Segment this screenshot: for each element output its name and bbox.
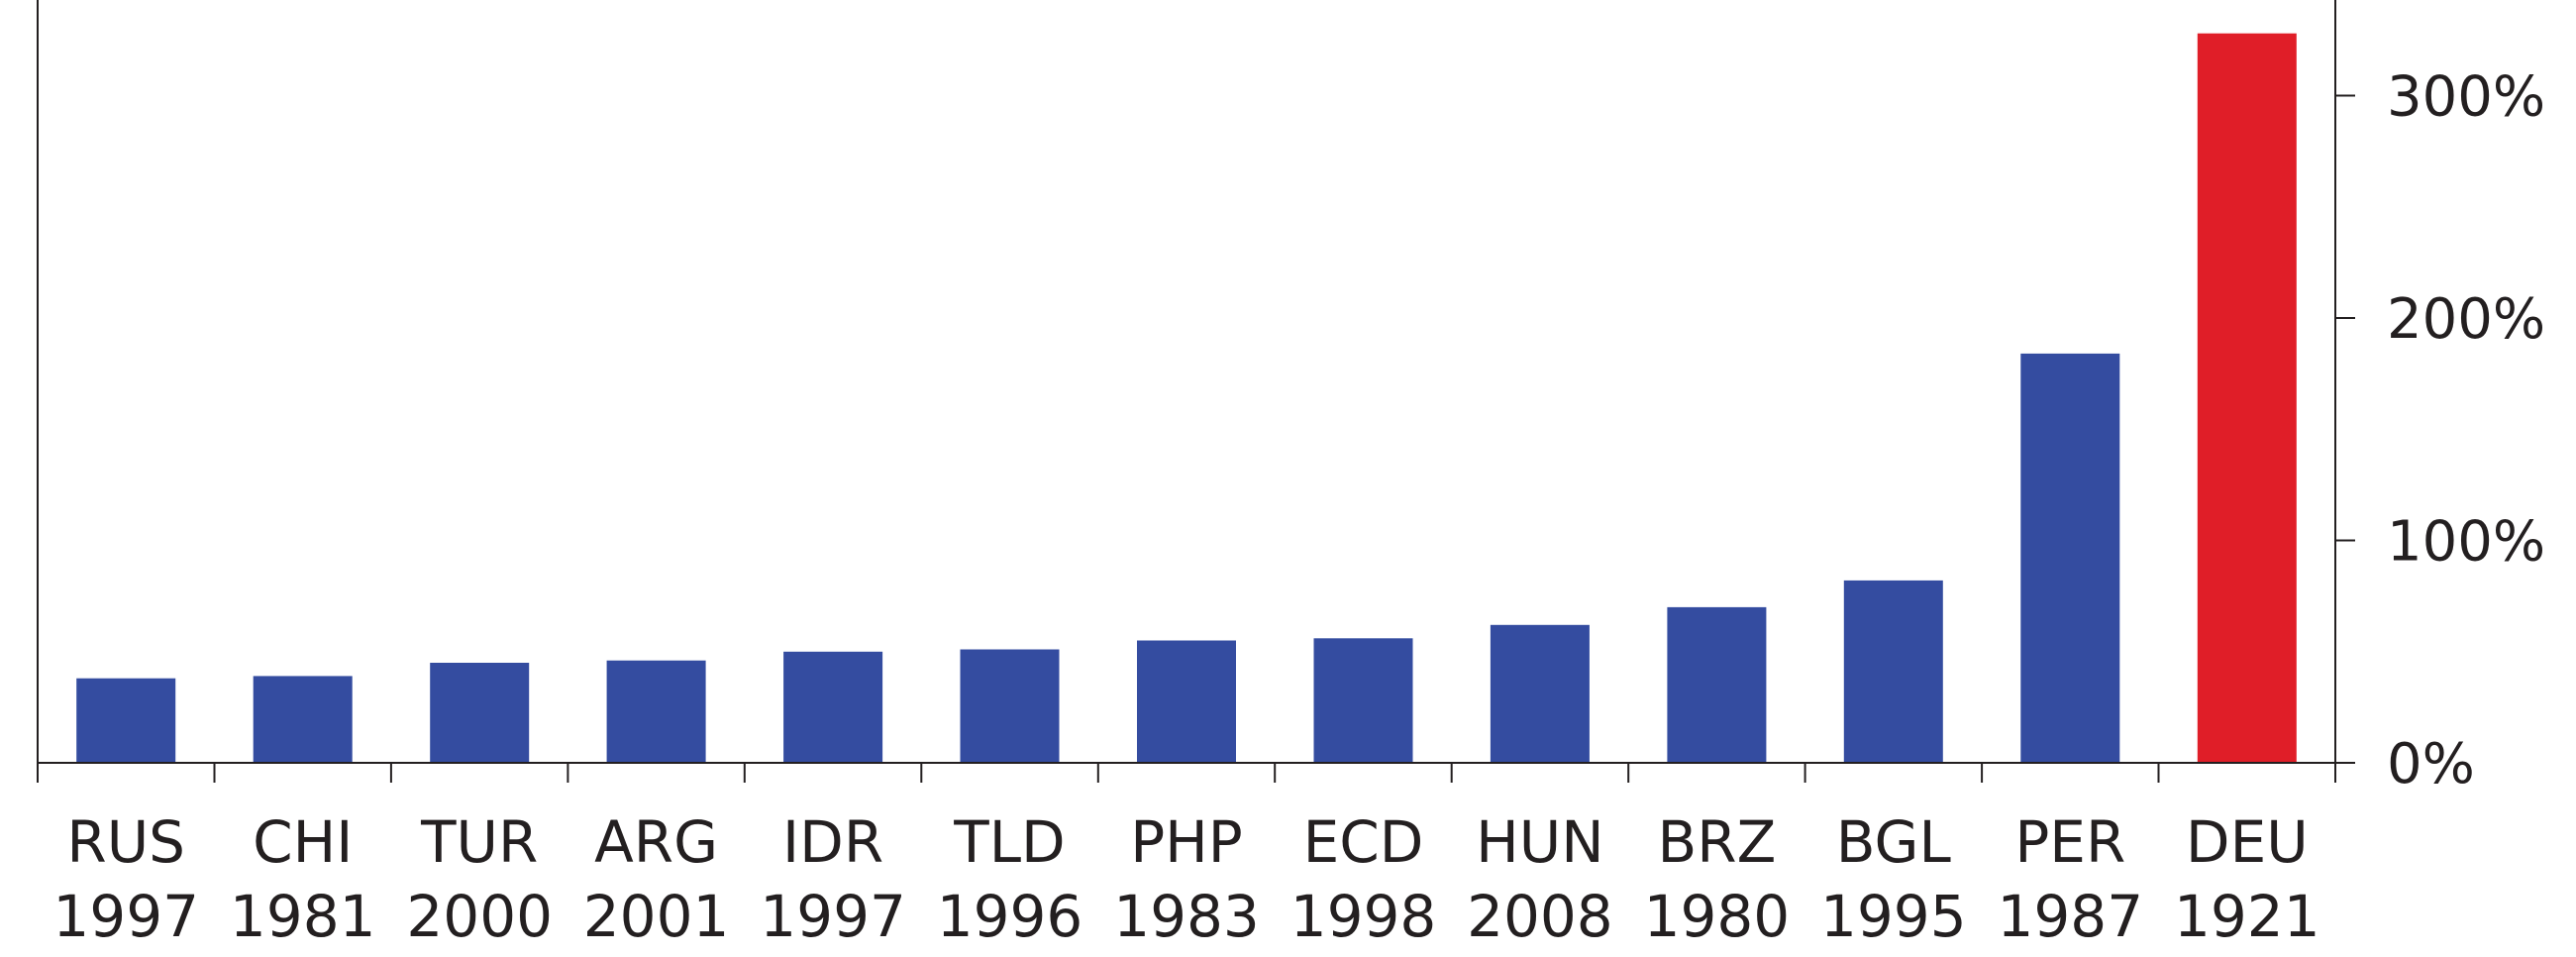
x-tick-label-year: 1998 [1290,883,1437,950]
bar-ecd-1998 [1313,638,1413,763]
y-tick-label: 300% [2387,65,2545,130]
x-tick-label-code: ECD [1303,808,1424,876]
x-tick-label-code: BRZ [1657,808,1776,876]
bar-php-1983 [1137,640,1236,763]
bar-idr-1997 [783,651,883,763]
x-tick-label-code: TUR [420,808,538,876]
x-tick-label-code: ARG [594,808,718,876]
y-tick-labels: 0% 100% 200% 300% [2387,65,2545,798]
x-tick-label-code: HUN [1476,808,1603,876]
bar-tur-2000 [430,663,530,763]
bar-rus-1997 [76,678,176,763]
x-tick-labels: RUS 1997 CHI 1981 TUR 2000 ARG 2001 IDR 1997 TLD 19… [52,808,2319,950]
x-tick-label-year: 1921 [2174,883,2320,950]
x-tick-label-year: 1983 [1113,883,1260,950]
x-tick-label-code: IDR [782,808,883,876]
x-tick-label-year: 1987 [1997,883,2143,950]
bar-brz-1980 [1667,606,1767,763]
bar-deu-1921 [2197,33,2297,763]
x-tick-label-code: PER [2014,808,2125,876]
x-tick-label-year: 1980 [1644,883,1791,950]
x-tick-label-year: 2001 [583,883,730,950]
x-tick-label-code: PHP [1130,808,1243,876]
bar-arg-2001 [606,660,706,763]
bar-chi-1981 [253,676,353,763]
bar-per-1987 [2020,353,2120,763]
x-tick-label-year: 2000 [406,883,553,950]
x-tick-label-code: RUS [66,808,185,876]
x-tick-label-year: 1996 [937,883,1083,950]
x-tick-label-year: 1981 [230,883,376,950]
bar-bgl-1995 [1843,580,1943,763]
x-tick-label-code: TLD [953,808,1065,876]
x-tick-label-year: 2008 [1467,883,1613,950]
axes-group [37,0,2355,783]
x-tick-label-year: 1995 [1820,883,1967,950]
x-tick-label-code: CHI [253,808,353,876]
x-tick-label-year: 1997 [760,883,906,950]
bars-group [76,33,2297,763]
bar-hun-2008 [1490,624,1590,763]
x-tick-label-year: 1997 [52,883,199,950]
x-tick-label-code: BGL [1836,808,1951,876]
y-tick-label: 100% [2387,510,2545,575]
y-tick-label: 200% [2387,287,2545,352]
x-tick-label-code: DEU [2186,808,2309,876]
bar-tld-1996 [960,649,1060,763]
y-tick-label: 0% [2387,732,2475,797]
